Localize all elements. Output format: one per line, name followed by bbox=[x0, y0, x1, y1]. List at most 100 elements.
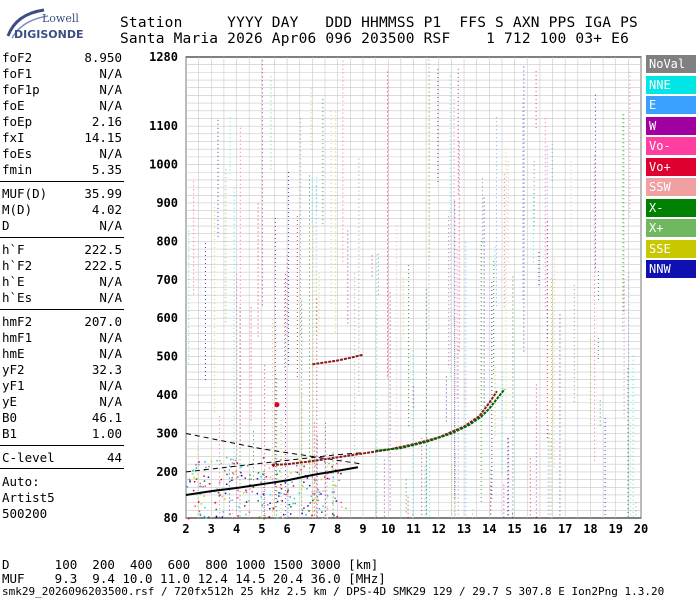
dashed-guide bbox=[185, 432, 364, 465]
x-tick-label: 15 bbox=[507, 522, 521, 536]
noise-dot bbox=[195, 463, 197, 466]
noise-dot bbox=[195, 478, 198, 480]
param-row-md: M(D) 4.02 bbox=[2, 202, 122, 218]
auto-label: Auto: bbox=[2, 474, 40, 489]
noise-dot bbox=[286, 491, 289, 493]
param-value: 14.15 bbox=[84, 130, 122, 145]
noise-dot bbox=[313, 498, 316, 501]
noise-dot bbox=[313, 492, 316, 495]
param-row-fof2: foF2 8.950 bbox=[2, 50, 122, 66]
param-value: N/A bbox=[99, 290, 122, 305]
noise-dot bbox=[314, 479, 316, 482]
noise-dot bbox=[292, 485, 295, 487]
noise-dot bbox=[240, 471, 242, 474]
noise-dot bbox=[335, 485, 337, 487]
noise-dot bbox=[322, 490, 324, 492]
legend-item-ssw: SSW bbox=[646, 178, 696, 196]
noise-dot bbox=[229, 513, 231, 516]
noise-dot bbox=[280, 488, 283, 490]
noise-dot bbox=[274, 483, 277, 485]
noise-dot bbox=[193, 476, 195, 479]
noise-dot bbox=[233, 463, 235, 465]
noise-dot bbox=[300, 469, 302, 471]
noise-dot bbox=[331, 491, 334, 493]
noise-dot bbox=[321, 511, 323, 513]
series-model-profile bbox=[185, 466, 359, 496]
noise-dot bbox=[237, 476, 239, 478]
param-name: fxI bbox=[2, 130, 25, 145]
noise-dot bbox=[290, 506, 292, 508]
y-tick-label: 600 bbox=[156, 311, 178, 325]
noise-dot bbox=[198, 510, 201, 513]
param-row-he: h`E N/A bbox=[2, 274, 122, 290]
noise-dot bbox=[198, 461, 200, 463]
noise-dot bbox=[249, 488, 251, 490]
noise-dot bbox=[303, 507, 305, 509]
noise-dot bbox=[278, 495, 280, 497]
param-value: N/A bbox=[99, 330, 122, 345]
noise-dot bbox=[224, 469, 226, 472]
noise-dot bbox=[240, 474, 243, 477]
noise-dot bbox=[331, 513, 334, 515]
noise-dot bbox=[198, 463, 200, 466]
noise-dot bbox=[221, 516, 224, 518]
param-name: h`Es bbox=[2, 290, 33, 305]
noise-dot bbox=[188, 478, 191, 481]
noise-dot bbox=[192, 469, 195, 471]
y-tick-label: 200 bbox=[156, 465, 178, 479]
noise-dot bbox=[334, 497, 336, 500]
param-value: N/A bbox=[99, 98, 122, 113]
noise-dot bbox=[261, 504, 264, 506]
noise-dot bbox=[232, 458, 234, 461]
noise-dot bbox=[336, 515, 339, 518]
noise-dot bbox=[308, 484, 311, 487]
noise-dot bbox=[301, 512, 303, 515]
noise-dot bbox=[268, 507, 271, 510]
legend-item-nnw: NNW bbox=[646, 260, 696, 278]
y-tick-label: 400 bbox=[156, 388, 178, 402]
noise-dot bbox=[335, 500, 338, 502]
param-value: 1.00 bbox=[91, 426, 122, 441]
param-name: foF2 bbox=[2, 50, 33, 65]
noise-dot bbox=[216, 459, 218, 462]
param-value: N/A bbox=[99, 378, 122, 393]
noise-dot bbox=[268, 467, 271, 469]
noise-dot bbox=[333, 514, 335, 517]
param-row-d: D N/A bbox=[2, 218, 122, 234]
noise-dot bbox=[232, 472, 234, 474]
legend-item-vo-: Vo- bbox=[646, 137, 696, 155]
noise-dot bbox=[199, 485, 201, 488]
noise-dot bbox=[319, 457, 322, 460]
noise-dot bbox=[260, 475, 262, 478]
noise-dot bbox=[338, 479, 340, 481]
noise-dot bbox=[262, 457, 265, 459]
noise-dot bbox=[331, 466, 333, 468]
noise-dot bbox=[229, 499, 231, 502]
noise-dot bbox=[257, 472, 260, 474]
x-tick-label: 10 bbox=[381, 522, 395, 536]
noise-dot bbox=[221, 495, 224, 498]
param-row-foep: foEp 2.16 bbox=[2, 114, 122, 130]
noise-dot bbox=[226, 483, 228, 486]
noise-dot bbox=[192, 489, 195, 492]
param-row-foes: foEs N/A bbox=[2, 146, 122, 162]
param-name: fmin bbox=[2, 162, 33, 177]
noise-dot bbox=[340, 506, 343, 508]
noise-dot bbox=[231, 476, 233, 479]
param-value: 207.0 bbox=[84, 314, 122, 329]
noise-dot bbox=[314, 464, 317, 467]
noise-dot bbox=[276, 473, 278, 476]
logo-lowell-text: Lowell bbox=[42, 12, 79, 25]
noise-dot bbox=[303, 481, 305, 483]
noise-dot bbox=[276, 500, 279, 503]
noise-dot bbox=[287, 489, 289, 492]
noise-dot bbox=[273, 462, 276, 464]
noise-dot bbox=[186, 517, 188, 519]
noise-dot bbox=[218, 481, 221, 484]
noise-dot bbox=[203, 515, 206, 518]
noise-dot bbox=[273, 507, 275, 509]
param-value: N/A bbox=[99, 346, 122, 361]
y-tick-label: 900 bbox=[156, 196, 178, 210]
noise-dot bbox=[189, 480, 191, 482]
param-row-foe: foE N/A bbox=[2, 98, 122, 114]
